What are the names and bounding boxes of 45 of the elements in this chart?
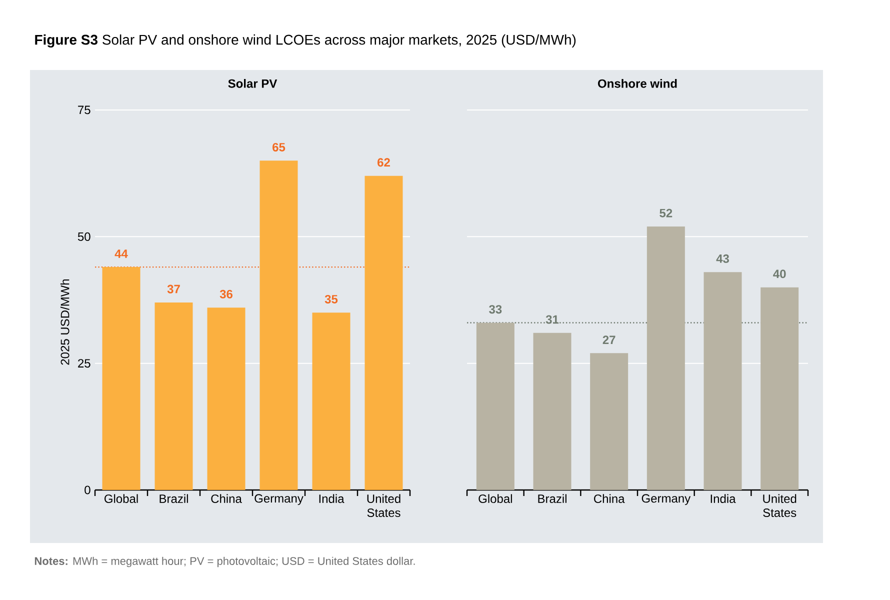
x-tick-label: China: [594, 494, 625, 504]
data-label: 43: [716, 254, 729, 263]
x-tick-label: Germany: [254, 494, 304, 506]
bar: [533, 332, 572, 490]
data-label: 62: [378, 158, 390, 167]
y-tick-label: 0: [84, 486, 90, 494]
text: Notes: MWh = megawatt hour; PV = photovoltaic; USD = United States dollar.: [34, 556, 415, 568]
data-label: 33: [489, 305, 502, 314]
x-tick-label: India: [710, 494, 736, 504]
bar: [207, 308, 246, 490]
data-label: 27: [602, 336, 616, 344]
bar: [364, 176, 403, 490]
chart-subtitle: Solar PV: [228, 78, 278, 88]
chart-title: Figure S3 Solar PV and onshore wind LCOEs across major markets, 2025 (USD/MWh): [35, 34, 576, 48]
x-tick-label: United States: [763, 494, 796, 518]
bar: [704, 272, 742, 490]
bar: [260, 160, 298, 490]
x-tick-label: Brazil: [538, 494, 566, 504]
bar: [646, 226, 685, 490]
data-label: 36: [220, 290, 232, 298]
y-tick-label: 25: [78, 359, 90, 368]
x-tick-label: Brazil: [160, 494, 188, 504]
bar: [312, 312, 350, 490]
y-tick-label: 50: [78, 232, 90, 241]
x-tick-label: United States: [367, 494, 400, 518]
data-label: 40: [773, 270, 786, 278]
bar: [154, 302, 193, 490]
x-tick-label: India: [319, 494, 344, 504]
bar: [476, 322, 514, 490]
x-tick-label: Global: [478, 494, 512, 504]
data-label: 31: [546, 315, 559, 324]
x-tick-label: Germany: [642, 494, 691, 506]
bar: [760, 287, 799, 490]
data-label: 35: [324, 294, 338, 304]
data-label: 52: [660, 208, 672, 218]
y-tick-label: 75: [78, 106, 90, 114]
bar: [590, 353, 628, 490]
data-label: 37: [167, 284, 180, 294]
chart-title: Onshore wind: [598, 78, 677, 88]
bar: [102, 267, 140, 490]
x-tick-label: Global: [104, 494, 138, 504]
data-label: 65: [272, 142, 286, 152]
y-axis-title: 2025 USD/MWh: [60, 279, 70, 365]
data-label: 44: [114, 250, 128, 258]
x-tick-label: China: [211, 494, 242, 504]
